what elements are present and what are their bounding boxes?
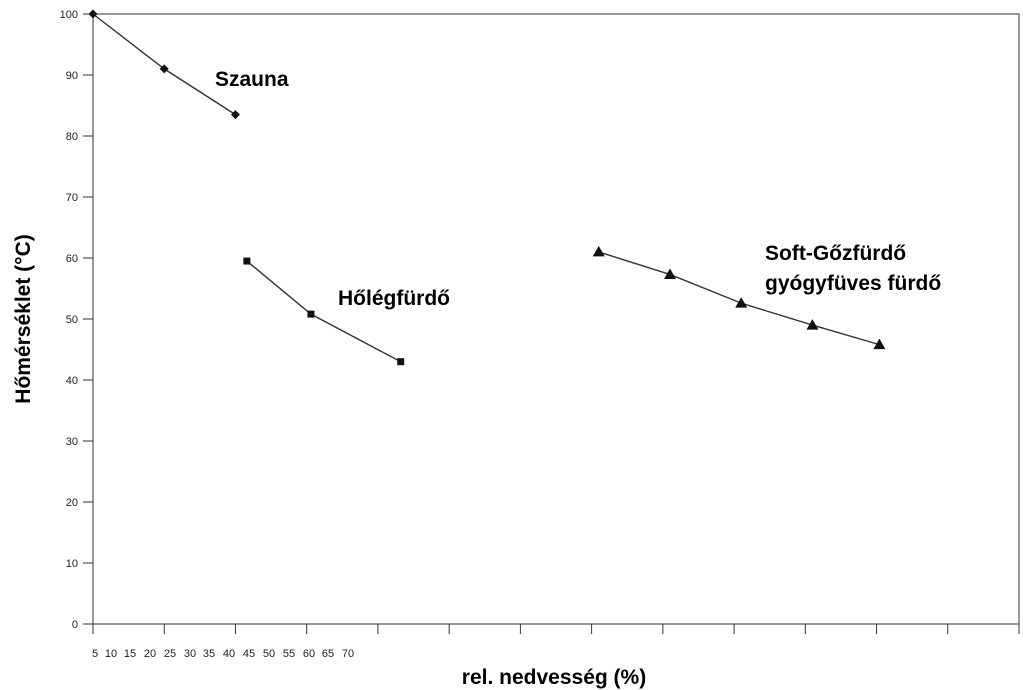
data-point-square	[397, 358, 405, 366]
y-tick-label: 90	[66, 70, 78, 82]
plot-frame	[92, 13, 1020, 625]
y-tick-label: 60	[66, 253, 78, 265]
series-label-layer: Szauna Hőlégfürdő Soft-Gőzfürdő gyógyfüves …	[215, 68, 941, 310]
series-line	[598, 251, 880, 346]
data-point-square	[307, 310, 315, 318]
x-axis-ticks	[92, 624, 1020, 634]
x-tick-label: 15	[124, 648, 136, 660]
data-point-triangle	[735, 297, 748, 308]
x-tick-label: 45	[243, 648, 255, 660]
series-triangle	[592, 245, 886, 350]
y-tick-label: 10	[66, 558, 78, 570]
x-tick-label: 10	[105, 648, 117, 660]
y-tick-label: 20	[66, 497, 78, 509]
y-tick-label: 50	[66, 314, 78, 326]
series-line	[92, 13, 236, 116]
x-tick-label: 55	[283, 648, 295, 660]
x-tick-label: 50	[263, 648, 275, 660]
y-axis-title: Hőmérséklet (°C)	[12, 234, 35, 403]
x-tick-label: 65	[322, 648, 334, 660]
data-point-triangle	[663, 268, 676, 279]
x-tick-label: 30	[184, 648, 196, 660]
series-square	[243, 257, 405, 366]
series-label: Soft-Gőzfürdő	[765, 242, 906, 265]
x-tick-label: 5	[92, 648, 98, 660]
x-axis-tick-labels: 5 10 15 20 25 30 35 40 45 50 55 60 65 70	[92, 648, 354, 660]
x-tick-label: 40	[223, 648, 235, 660]
data-point-triangle	[592, 245, 605, 257]
series-label: Szauna	[215, 68, 289, 91]
data-point-triangle	[806, 319, 819, 330]
x-tick-label: 25	[164, 648, 176, 660]
y-tick-label: 80	[66, 131, 78, 143]
x-axis-title: rel. nedvesség (%)	[462, 666, 646, 689]
data-point-diamond	[88, 9, 98, 19]
series-line	[246, 260, 402, 363]
series-diamond	[88, 9, 240, 120]
y-tick-label: 100	[60, 9, 78, 21]
x-tick-label: 60	[303, 648, 315, 660]
x-tick-label: 20	[144, 648, 156, 660]
y-tick-label: 30	[66, 436, 78, 448]
data-point-diamond	[159, 64, 169, 74]
data-point-triangle	[873, 338, 886, 350]
series-label: gyógyfüves fürdő	[765, 272, 941, 295]
data-point-square	[243, 257, 251, 265]
y-axis-ticks: 0 10 20 30 40 50 60 70 80 90 100	[60, 9, 93, 631]
y-tick-label: 0	[72, 619, 78, 631]
x-tick-label: 35	[203, 648, 215, 660]
y-tick-label: 40	[66, 375, 78, 387]
series-label: Hőlégfürdő	[338, 287, 450, 310]
x-tick-label: 70	[342, 648, 354, 660]
y-tick-label: 70	[66, 192, 78, 204]
series-layer	[88, 9, 886, 366]
data-point-diamond	[230, 110, 240, 120]
